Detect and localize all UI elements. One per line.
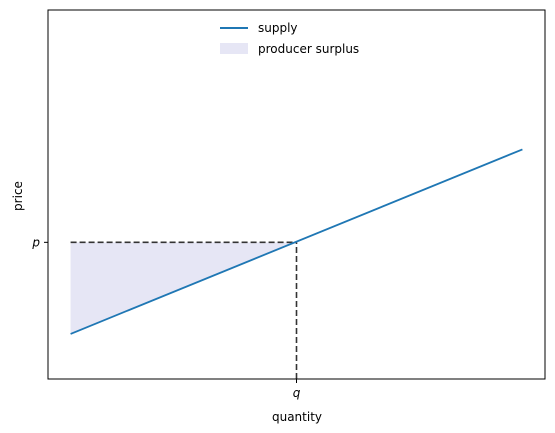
supply-line [70,148,523,335]
legend: supply producer surplus [220,21,359,56]
legend-producer-surplus-swatch [220,43,248,54]
y-axis-label: price [11,181,25,211]
legend-supply-label: supply [258,21,298,35]
x-tick-label: q [293,386,301,400]
x-axis-label: quantity [272,410,322,424]
y-tick-label: p [31,235,40,249]
legend-producer-surplus-label: producer surplus [258,42,359,56]
